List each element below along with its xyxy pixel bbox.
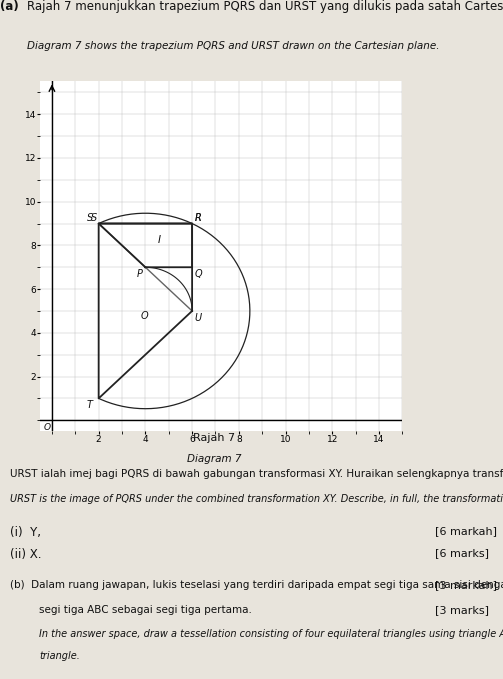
- Text: S: S: [91, 213, 97, 223]
- Text: I: I: [158, 235, 161, 245]
- Text: [6 markah]: [6 markah]: [435, 526, 497, 536]
- Text: (ii) X.: (ii) X.: [10, 548, 42, 561]
- Text: Diagram 7: Diagram 7: [187, 454, 241, 464]
- Text: [6 marks]: [6 marks]: [435, 548, 489, 558]
- Text: U: U: [195, 313, 202, 323]
- Text: Rajah 7 menunjukkan trapezium PQRS dan URST yang dilukis pada satah Cartes.: Rajah 7 menunjukkan trapezium PQRS dan U…: [28, 0, 503, 13]
- Text: [3 markah]: [3 markah]: [435, 580, 497, 590]
- Text: [3 marks]: [3 marks]: [435, 605, 489, 614]
- Text: triangle.: triangle.: [39, 651, 80, 661]
- Text: T: T: [87, 400, 93, 410]
- Text: S: S: [87, 213, 93, 223]
- Text: (i)  Y,: (i) Y,: [10, 526, 41, 539]
- Text: P: P: [137, 269, 143, 279]
- Text: R: R: [195, 213, 202, 223]
- Text: Q: Q: [195, 269, 203, 279]
- Text: (a): (a): [0, 0, 19, 13]
- Text: O: O: [141, 310, 148, 320]
- Text: URST is the image of PQRS under the combined transformation XY. Describe, in ful: URST is the image of PQRS under the comb…: [10, 494, 503, 504]
- Text: URST ialah imej bagi PQRS di bawah gabungan transformasi XY. Huraikan selengkapn: URST ialah imej bagi PQRS di bawah gabun…: [10, 469, 503, 479]
- Text: Rajah 7: Rajah 7: [193, 433, 235, 443]
- Text: Diagram 7 shows the trapezium PQRS and URST drawn on the Cartesian plane.: Diagram 7 shows the trapezium PQRS and U…: [28, 41, 440, 51]
- Text: (b)  Dalam ruang jawapan, lukis teselasi yang terdiri daripada empat segi tiga s: (b) Dalam ruang jawapan, lukis teselasi …: [10, 580, 503, 590]
- Text: O: O: [44, 423, 51, 432]
- Text: segi tiga ABC sebagai segi tiga pertama.: segi tiga ABC sebagai segi tiga pertama.: [39, 605, 252, 614]
- Text: R: R: [195, 213, 202, 223]
- Text: In the answer space, draw a tessellation consisting of four equilateral triangle: In the answer space, draw a tessellation…: [39, 629, 503, 639]
